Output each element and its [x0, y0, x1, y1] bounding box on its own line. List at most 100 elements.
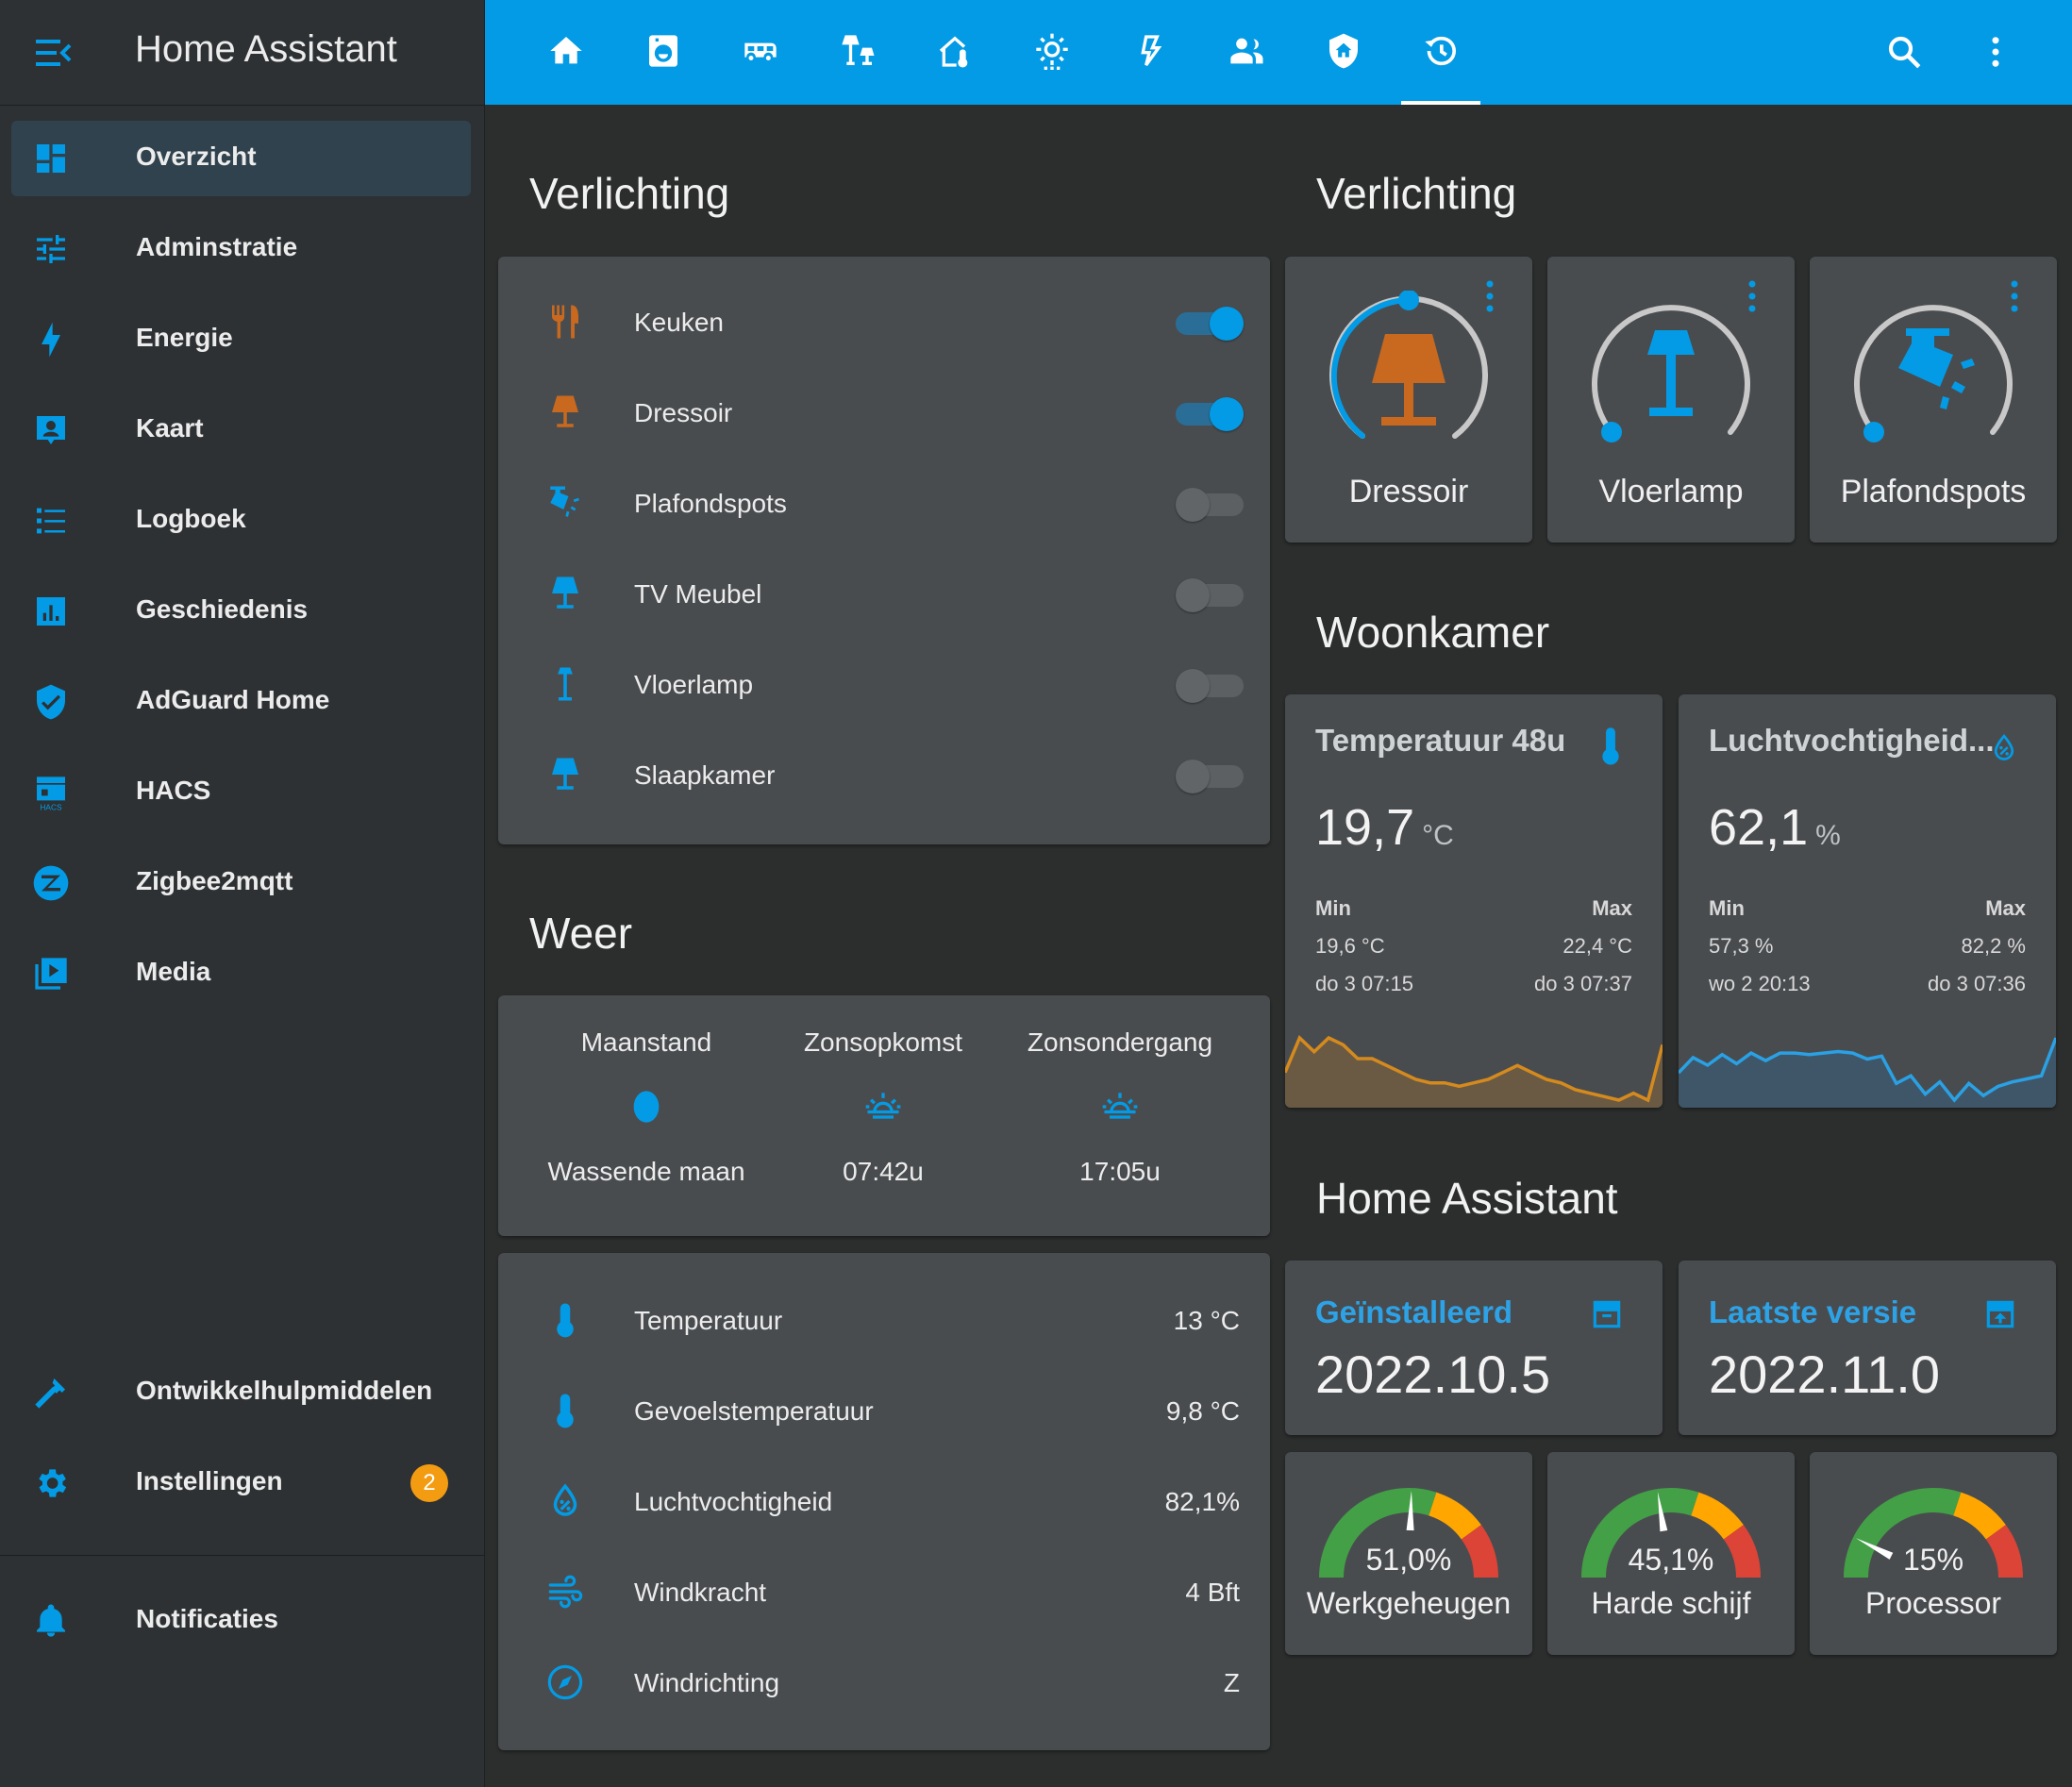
sensor-title: Temperatuur 48u	[1315, 723, 1566, 758]
max-time: do 3 07:37	[1534, 972, 1632, 995]
sidebar-item-geschiedenis[interactable]: Geschiedenis	[11, 574, 471, 649]
search-icon	[1888, 36, 1921, 69]
chart-box-icon	[37, 597, 65, 626]
version-card-latest[interactable]: Laatste versie 2022.11.0	[1679, 1261, 2056, 1435]
gear-icon	[39, 1469, 67, 1497]
min-value: 19,6 °C	[1315, 934, 1385, 958]
tab-climate[interactable]	[908, 0, 1002, 105]
sidebar-item-zigbee2mqtt[interactable]: Zigbee2mqtt	[11, 845, 471, 921]
brightness-dial[interactable]	[1585, 291, 1757, 462]
tab-washing[interactable]	[616, 0, 710, 105]
sunrise-icon	[865, 1093, 901, 1119]
sidebar-item-label: Geschiedenis	[136, 594, 309, 624]
max-time: do 3 07:36	[1928, 972, 2026, 995]
history-icon	[1425, 36, 1456, 66]
max-value: 22,4 °C	[1562, 934, 1632, 958]
sunset-column: Zonsondergang 17:05u	[1002, 1027, 1238, 1187]
light-toggle[interactable]	[1176, 307, 1244, 341]
gauge-segment-red	[1723, 1525, 1761, 1578]
sidebar-item-notificaties[interactable]: Notificaties	[11, 1583, 471, 1659]
sidebar-item-kaart[interactable]: Kaart	[11, 392, 471, 468]
more-vertical-icon[interactable]	[1747, 279, 1757, 313]
sidebar-item-energie[interactable]: Energie	[11, 302, 471, 377]
silverware-icon	[552, 305, 578, 339]
people-icon	[1230, 38, 1263, 64]
light-toggle[interactable]	[1176, 578, 1244, 612]
brightness-dial[interactable]	[1323, 291, 1495, 462]
sidebar-item-instellingen[interactable]: Instellingen 2	[11, 1445, 471, 1521]
light-label: Slaapkamer	[634, 760, 776, 790]
flash-icon	[1141, 35, 1162, 66]
tab-home[interactable]	[519, 0, 613, 105]
ceiling-spot-icon	[550, 486, 579, 517]
sunset-icon	[1102, 1093, 1138, 1119]
sunrise-column: Zonsopkomst 07:42u	[765, 1027, 1001, 1187]
tab-history[interactable]	[1394, 0, 1488, 105]
tab-caravan[interactable]	[713, 0, 808, 105]
light-tile-vloerlamp[interactable]: Vloerlamp	[1547, 257, 1795, 543]
gauge-name: Processor	[1864, 1586, 2002, 1620]
weather-entities-card: Temperatuur 13 °C Gevoelstemperatuur 9,8…	[498, 1253, 1270, 1750]
version-label: Laatste versie	[1709, 1294, 1917, 1329]
sensor-card-temperature[interactable]: Temperatuur 48u 19,7 °C Min Max 19,6 °C 2…	[1285, 694, 1663, 1108]
lamps-icon	[842, 35, 875, 65]
tab-sun[interactable]	[1005, 0, 1099, 105]
history-area	[1679, 1038, 2056, 1108]
sidebar-title: Home Assistant	[135, 28, 397, 70]
memory-gauge	[1319, 1488, 1498, 1578]
sensor-value-number: 19,7	[1315, 799, 1415, 856]
sidebar-item-adguard-home[interactable]: AdGuard Home	[11, 664, 471, 740]
light-toggle[interactable]	[1176, 760, 1244, 793]
light-tile-dressoir[interactable]: Dressoir	[1285, 257, 1532, 543]
gauge-segment-yellow	[1428, 1492, 1481, 1540]
version-value: 2022.10.5	[1315, 1344, 1551, 1404]
gauge-card-processor[interactable]: 15% Processor	[1810, 1452, 2057, 1655]
top-app-bar	[485, 0, 2072, 105]
section-title-weer: Weer	[529, 909, 633, 958]
version-card-installed[interactable]: Geïnstalleerd 2022.10.5	[1285, 1261, 1663, 1435]
sidebar-item-media[interactable]: Media	[11, 936, 471, 1011]
tab-security[interactable]	[1296, 0, 1391, 105]
wind-icon	[548, 1575, 583, 1609]
light-toggle[interactable]	[1176, 397, 1244, 431]
search-button[interactable]	[1884, 32, 1924, 72]
home-thermometer-icon	[939, 36, 968, 68]
gauge-value: 45,1%	[1628, 1543, 1714, 1577]
min-time: wo 2 20:13	[1709, 972, 1811, 995]
light-toggle[interactable]	[1176, 488, 1244, 522]
weather-row-value: Z	[1223, 1668, 1240, 1697]
light-tile-name: Dressoir	[1348, 474, 1469, 509]
sidebar-header: Home Assistant	[0, 0, 484, 106]
gauge-card-harde-schijf[interactable]: 45,1% Harde schijf	[1547, 1452, 1795, 1655]
home-icon	[550, 37, 582, 64]
weather-row-label: Temperatuur	[634, 1306, 783, 1335]
thermometer-icon	[557, 1303, 574, 1338]
tab-lamps[interactable]	[810, 0, 905, 105]
ceiling-spot-icon	[1898, 328, 1975, 409]
thermometer-icon	[557, 1394, 574, 1428]
tab-energy[interactable]	[1102, 0, 1196, 105]
sidebar-item-hacs[interactable]: HACS HACS	[11, 755, 471, 830]
tab-people[interactable]	[1199, 0, 1294, 105]
sidebar-item-overzicht[interactable]: Overzicht	[11, 121, 471, 196]
gauge-card-werkgeheugen[interactable]: 51,0% Werkgeheugen	[1285, 1452, 1532, 1655]
menu-collapse-icon[interactable]	[36, 36, 72, 75]
sunset-header: Zonsondergang	[1027, 1027, 1213, 1057]
sidebar-item-logboek[interactable]: Logboek	[11, 483, 471, 559]
lights-entities-card: Keuken Dressoir Plafondspots TV Meubel V…	[498, 257, 1270, 844]
sidebar-item-label: Instellingen	[136, 1466, 283, 1495]
max-label: Max	[1985, 896, 2026, 920]
floor-lamp-icon	[1647, 330, 1695, 416]
thermometer-icon	[1602, 727, 1619, 765]
sidebar-item-ontwikkelhulpmiddelen[interactable]: Ontwikkelhulpmiddelen	[11, 1355, 471, 1430]
more-vertical-icon[interactable]	[1485, 279, 1495, 313]
min-value: 57,3 %	[1709, 934, 1774, 958]
light-toggle[interactable]	[1176, 669, 1244, 703]
sensor-card-humidity[interactable]: Luchtvochtigheid... 62,1% Min Max 57,3 %…	[1679, 694, 2056, 1108]
more-vertical-icon[interactable]	[2010, 279, 2019, 313]
sidebar-item-adminstratie[interactable]: Adminstratie	[11, 211, 471, 287]
compass-icon	[547, 1664, 583, 1700]
light-tile-plafondspots[interactable]: Plafondspots	[1810, 257, 2057, 543]
brightness-dial[interactable]	[1847, 291, 2019, 462]
more-menu-button[interactable]	[1976, 32, 2015, 72]
